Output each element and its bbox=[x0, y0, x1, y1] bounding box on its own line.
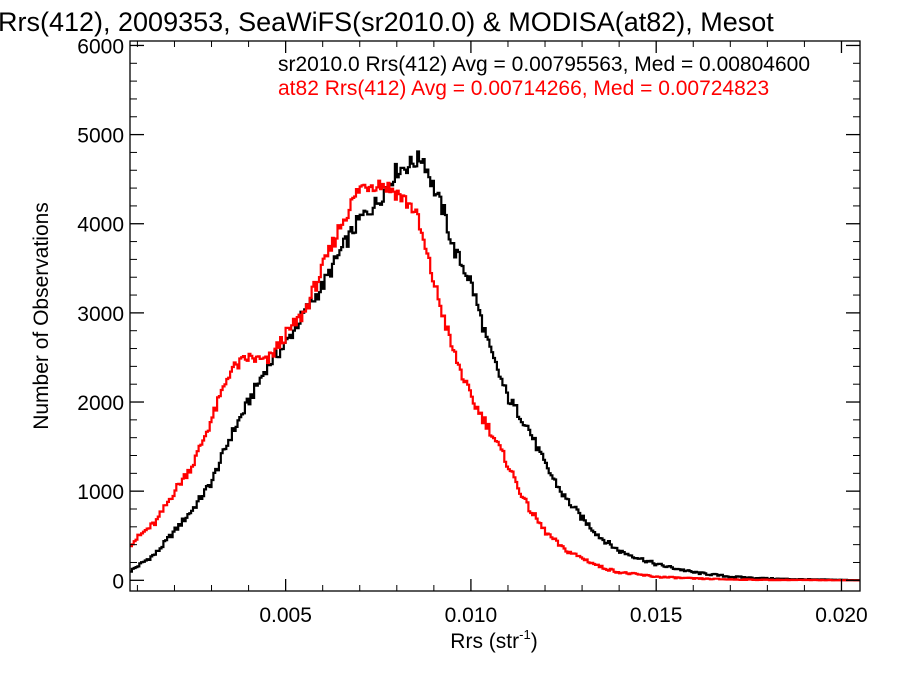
y-axis-label: Number of Observations bbox=[30, 202, 53, 430]
y-axis-ticks: 0 1000 2000 3000 4000 5000 6000 bbox=[77, 35, 860, 593]
x-axis-label: Rrs (str-1) bbox=[450, 627, 537, 653]
y-tick-label: 5000 bbox=[77, 125, 124, 148]
x-tick-label: 0.010 bbox=[445, 604, 498, 627]
x-tick-label: 0.020 bbox=[815, 604, 868, 627]
y-tick-label: 3000 bbox=[77, 303, 124, 326]
y-tick-label: 1000 bbox=[77, 481, 124, 504]
x-tick-label: 0.005 bbox=[259, 604, 312, 627]
series-line-0 bbox=[130, 150, 860, 582]
plot-frame bbox=[129, 40, 861, 592]
legend: sr2010.0 Rrs(412) Avg = 0.00795563, Med … bbox=[278, 53, 810, 100]
y-tick-label: 0 bbox=[112, 570, 124, 593]
series-line-1 bbox=[130, 179, 860, 582]
x-tick-label: 0.015 bbox=[630, 604, 683, 627]
y-tick-label: 4000 bbox=[77, 214, 124, 237]
y-tick-label: 2000 bbox=[77, 392, 124, 415]
y-tick-label: 6000 bbox=[77, 35, 124, 58]
chart-title: Rrs(412), 2009353, SeaWiFS(sr2010.0) & M… bbox=[0, 7, 774, 37]
legend-entry-sr2010: sr2010.0 Rrs(412) Avg = 0.00795563, Med … bbox=[278, 53, 810, 76]
legend-entry-at82: at82 Rrs(412) Avg = 0.00714266, Med = 0.… bbox=[278, 77, 769, 100]
x-axis-ticks: 0.005 0.010 0.015 0.020 bbox=[136, 41, 868, 627]
series-layer bbox=[130, 150, 860, 582]
